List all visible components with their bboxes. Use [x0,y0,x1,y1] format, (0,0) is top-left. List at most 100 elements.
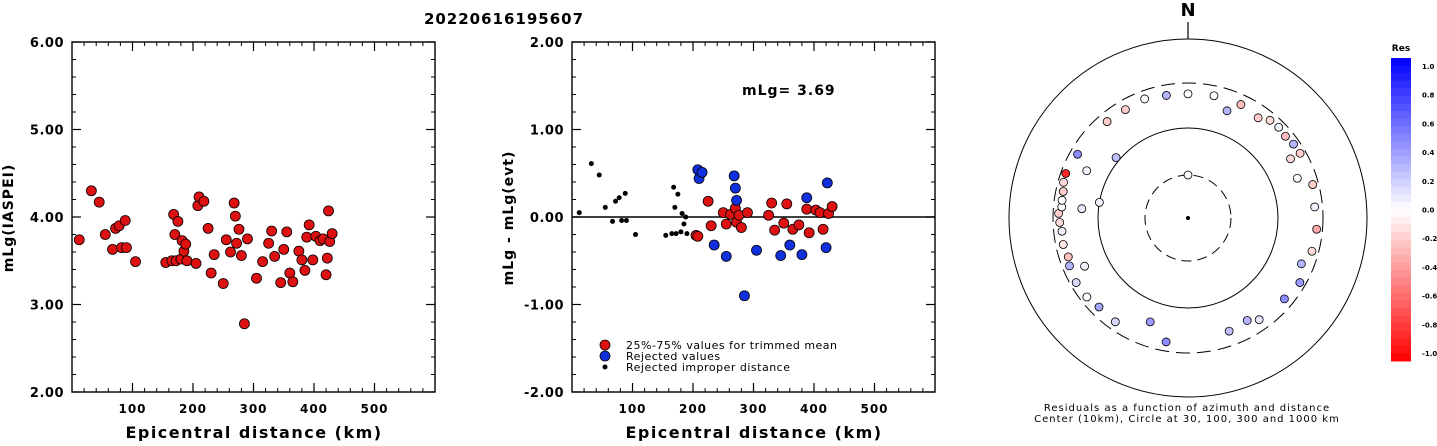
data-point-black [622,190,628,196]
y-tick-label: 3.00 [30,299,64,314]
data-point-black [576,210,582,216]
data-point-blue [739,290,750,302]
colorbar-cell [1391,209,1411,218]
polar-point [1161,337,1171,347]
colorbar-cell [1391,80,1411,89]
y-tick-label: 2.00 [530,36,564,51]
data-point-red [803,227,815,239]
data-point [93,196,105,208]
polar-point [1281,131,1290,141]
colorbar-cell [1391,65,1411,74]
colorbar-cell [1391,118,1411,127]
polar-point [1253,113,1263,123]
colorbar-cell [1391,262,1411,271]
colorbar-cell [1391,330,1411,339]
data-point-blue [775,250,787,261]
data-point [169,229,181,240]
data-point-black [684,231,690,237]
polar-point [1296,259,1306,269]
x-tick-label: 300 [739,402,767,416]
polar-point [1145,317,1155,327]
y-tick-label: 5.00 [30,124,64,139]
data-point-red [793,219,805,231]
data-point-black [683,214,689,220]
polar-point [1094,302,1104,312]
y-tick-label: -2.00 [524,386,564,401]
data-point [233,223,245,235]
data-point-black [588,161,594,167]
data-point [320,269,332,281]
colorbar-cell [1391,73,1411,82]
data-point [251,272,262,284]
mlg-annotation: mLg= 3.69 [742,83,836,99]
data-point [301,231,313,243]
ring-100km [1097,127,1279,309]
data-point-black [671,184,677,190]
polar-point [1059,177,1068,187]
polar-point [1274,122,1284,132]
colorbar-label: -1.0 [1422,350,1437,358]
colorbar-cell [1391,88,1411,97]
colorbar-cell [1391,156,1411,165]
colorbar-cell [1391,323,1411,332]
middle-data-points [576,161,838,302]
data-point [275,277,287,289]
polar-point [1183,170,1193,180]
data-point [121,242,132,254]
polar-point [1071,278,1081,287]
data-point-black [669,231,675,237]
data-point [239,318,250,330]
polar-point [1308,180,1318,189]
data-point [321,252,333,264]
polar-point [1242,316,1252,325]
data-point-red [692,230,704,242]
data-point-red [769,224,781,236]
data-point [217,278,229,289]
data-point-red [702,195,714,207]
north-label: N [1180,0,1195,21]
x-tick-label: 100 [118,402,146,416]
colorbar-cells [1391,58,1411,362]
data-point-black [596,172,602,178]
polar-point [1058,187,1068,196]
data-point-red [826,201,838,212]
data-point-red [766,197,778,209]
colorbar-cell [1391,171,1411,180]
data-point [180,238,192,250]
colorbar-cell [1391,300,1411,309]
data-point [99,229,111,240]
data-point [107,243,118,255]
data-point [242,233,253,245]
colorbar-cell [1391,239,1411,248]
polar-point [1094,197,1104,207]
y-tick-label: 2.00 [30,386,64,401]
y-tick-label: 6.00 [30,36,64,51]
data-point [85,185,97,197]
y-tick-label: 4.00 [30,211,64,226]
y-tick-label: -1.00 [524,299,564,314]
legend-red-marker [599,339,611,351]
data-point-black [623,218,629,223]
legend-blue-label: Rejected values [626,350,721,363]
colorbar-cell [1391,338,1411,347]
polar-point [1057,195,1067,205]
left-axis-ticks: 100 200 300 400 500 2.00 3.00 4.00 5.00 6.00 [30,36,435,416]
x-tick-label: 200 [179,402,207,416]
x-tick-label: 500 [360,402,388,416]
middle-x-axis-label: Epicentral distance (km) [625,423,882,441]
data-point [228,197,240,209]
polar-point [1111,153,1121,163]
colorbar-label: 0.4 [1422,149,1435,157]
data-point-red [778,217,790,229]
polar-point [1161,91,1171,100]
polar-point [1307,246,1317,256]
data-point [181,255,193,267]
colorbar-label: 0.0 [1422,207,1435,215]
polar-point [1140,94,1150,104]
polar-point [1280,294,1289,304]
data-point [220,234,232,246]
data-point [208,249,220,261]
polar-point [1310,202,1320,212]
colorbar-cell [1391,292,1411,301]
colorbar-cell [1391,232,1411,241]
